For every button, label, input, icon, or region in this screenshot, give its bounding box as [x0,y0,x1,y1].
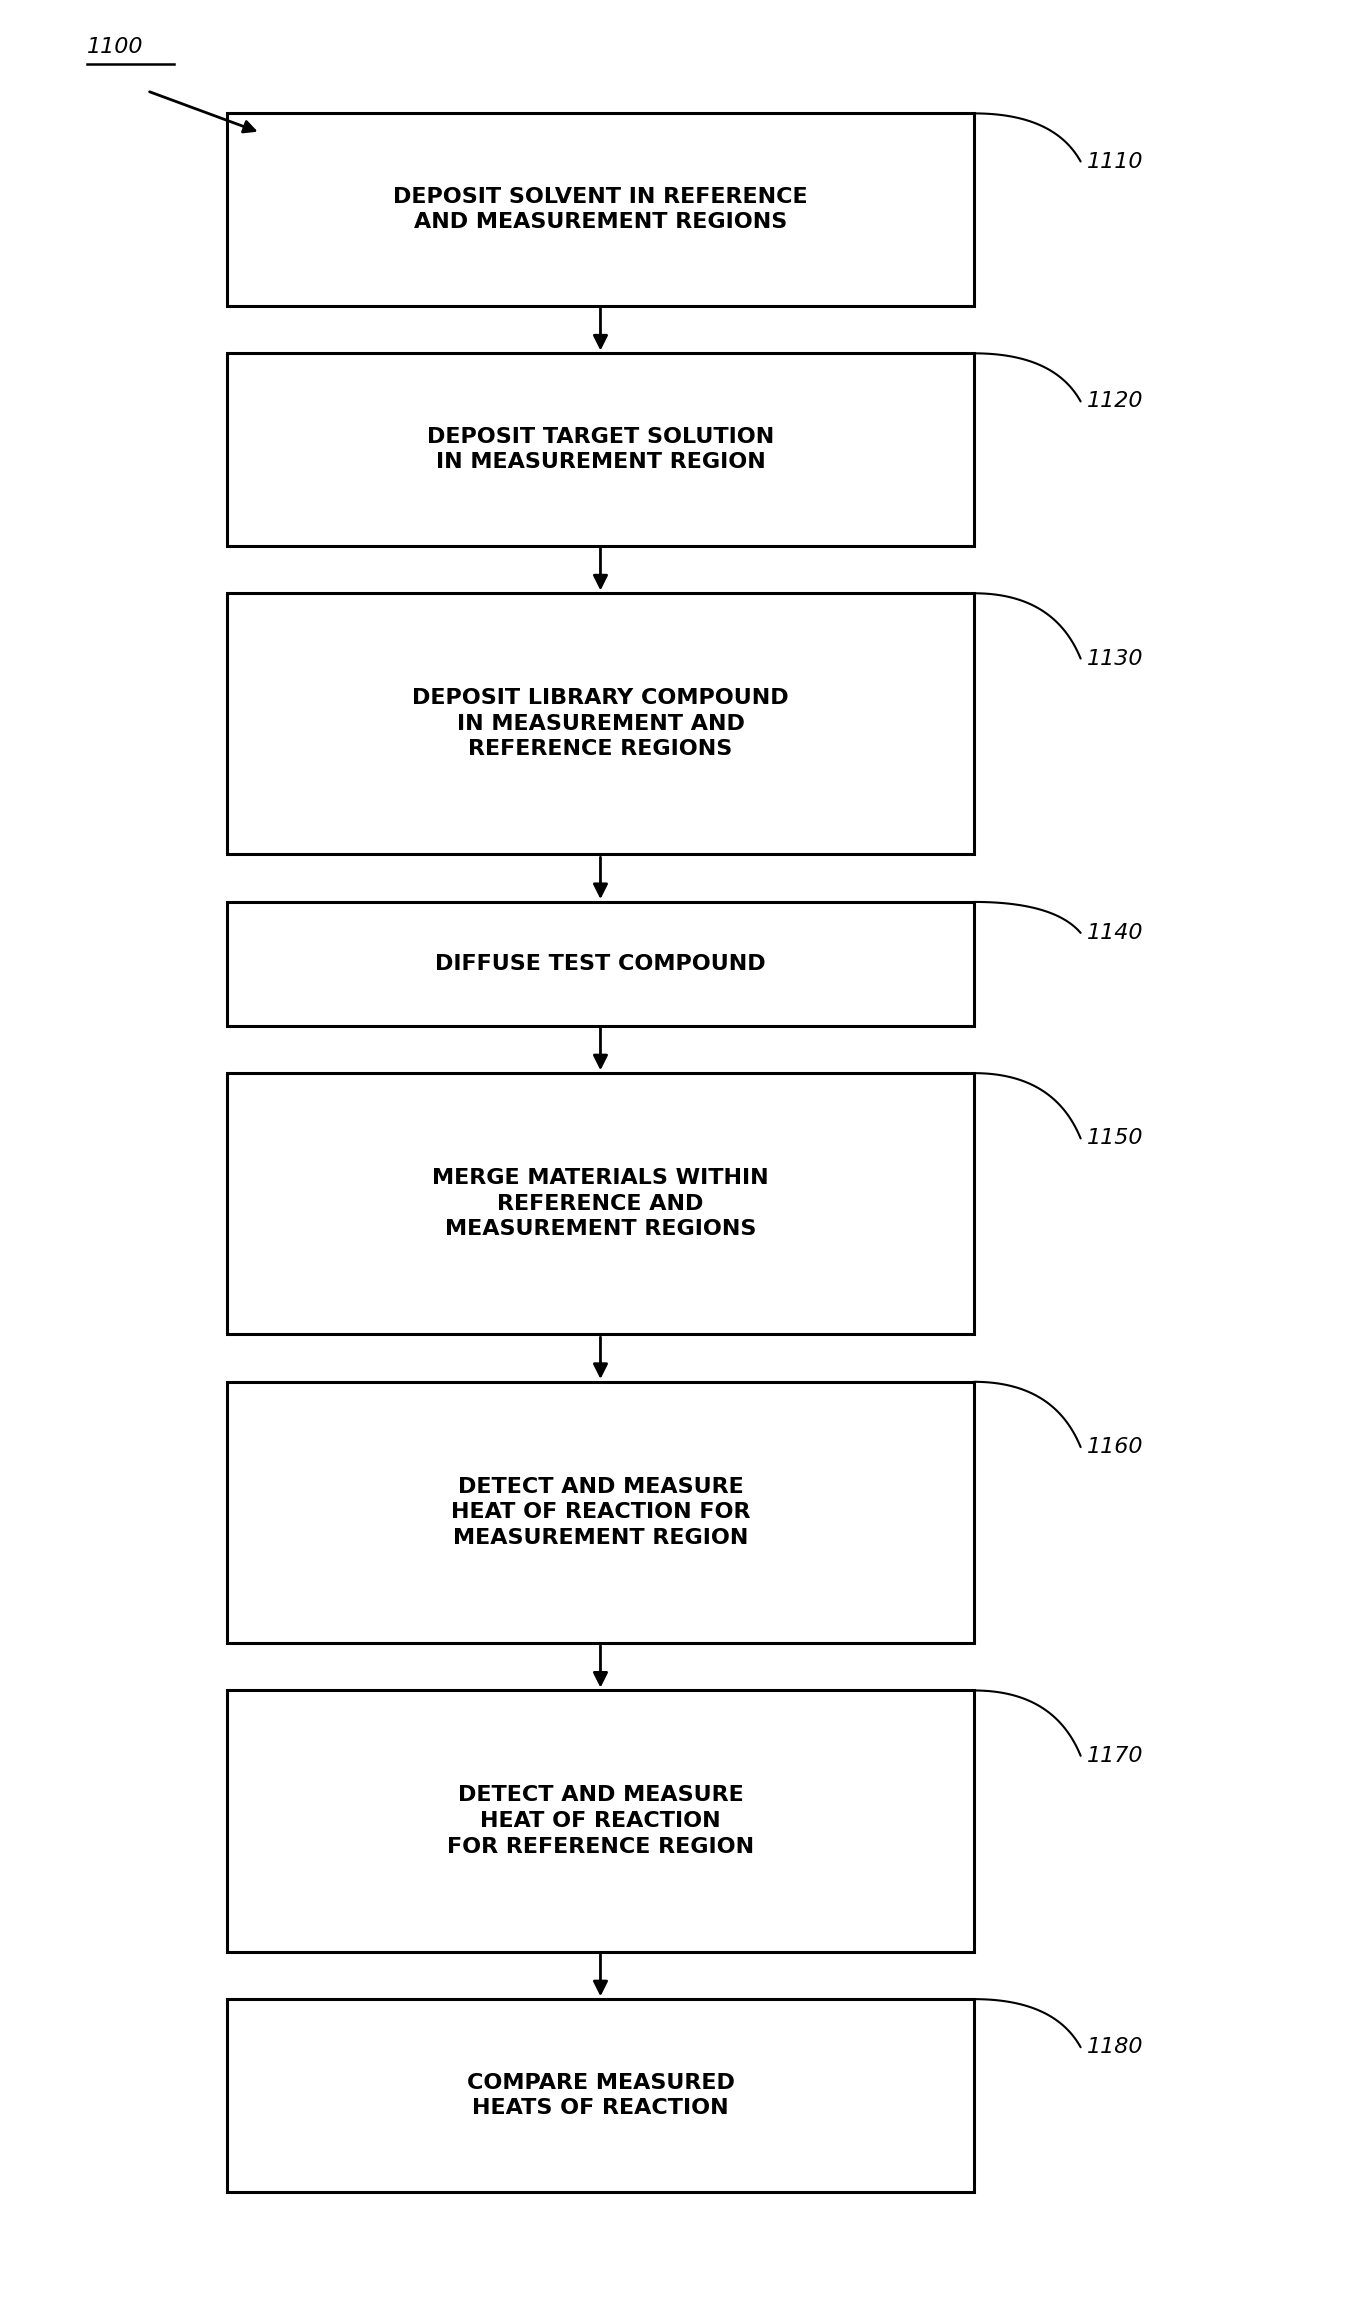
Text: 1140: 1140 [1087,922,1143,943]
Text: 1110: 1110 [1087,152,1143,171]
Text: COMPARE MEASURED
HEATS OF REACTION: COMPARE MEASURED HEATS OF REACTION [467,2072,735,2118]
Text: DEPOSIT LIBRARY COMPOUND
IN MEASUREMENT AND
REFERENCE REGIONS: DEPOSIT LIBRARY COMPOUND IN MEASUREMENT … [412,689,789,758]
Text: 1180: 1180 [1087,2038,1143,2058]
Text: 1130: 1130 [1087,648,1143,668]
Bar [227,592,974,855]
Text: DEPOSIT SOLVENT IN REFERENCE
AND MEASUREMENT REGIONS: DEPOSIT SOLVENT IN REFERENCE AND MEASURE… [393,187,808,233]
Bar [227,353,974,546]
Text: DETECT AND MEASURE
HEAT OF REACTION FOR
MEASUREMENT REGION: DETECT AND MEASURE HEAT OF REACTION FOR … [450,1478,750,1549]
Text: DEPOSIT TARGET SOLUTION
IN MEASUREMENT REGION: DEPOSIT TARGET SOLUTION IN MEASUREMENT R… [427,426,774,473]
Text: 1120: 1120 [1087,392,1143,413]
Text: MERGE MATERIALS WITHIN
REFERENCE AND
MEASUREMENT REGIONS: MERGE MATERIALS WITHIN REFERENCE AND MEA… [433,1169,769,1240]
Text: 1160: 1160 [1087,1436,1143,1457]
Bar [227,1998,974,2192]
Bar [227,1690,974,1952]
Text: 1100: 1100 [87,37,143,58]
Bar [227,901,974,1026]
Text: DIFFUSE TEST COMPOUND: DIFFUSE TEST COMPOUND [436,954,766,973]
Text: 1170: 1170 [1087,1745,1143,1766]
Bar [227,1074,974,1335]
Text: 1150: 1150 [1087,1129,1143,1148]
Bar [227,113,974,307]
Text: DETECT AND MEASURE
HEAT OF REACTION
FOR REFERENCE REGION: DETECT AND MEASURE HEAT OF REACTION FOR … [446,1786,754,1856]
Bar [227,1381,974,1643]
